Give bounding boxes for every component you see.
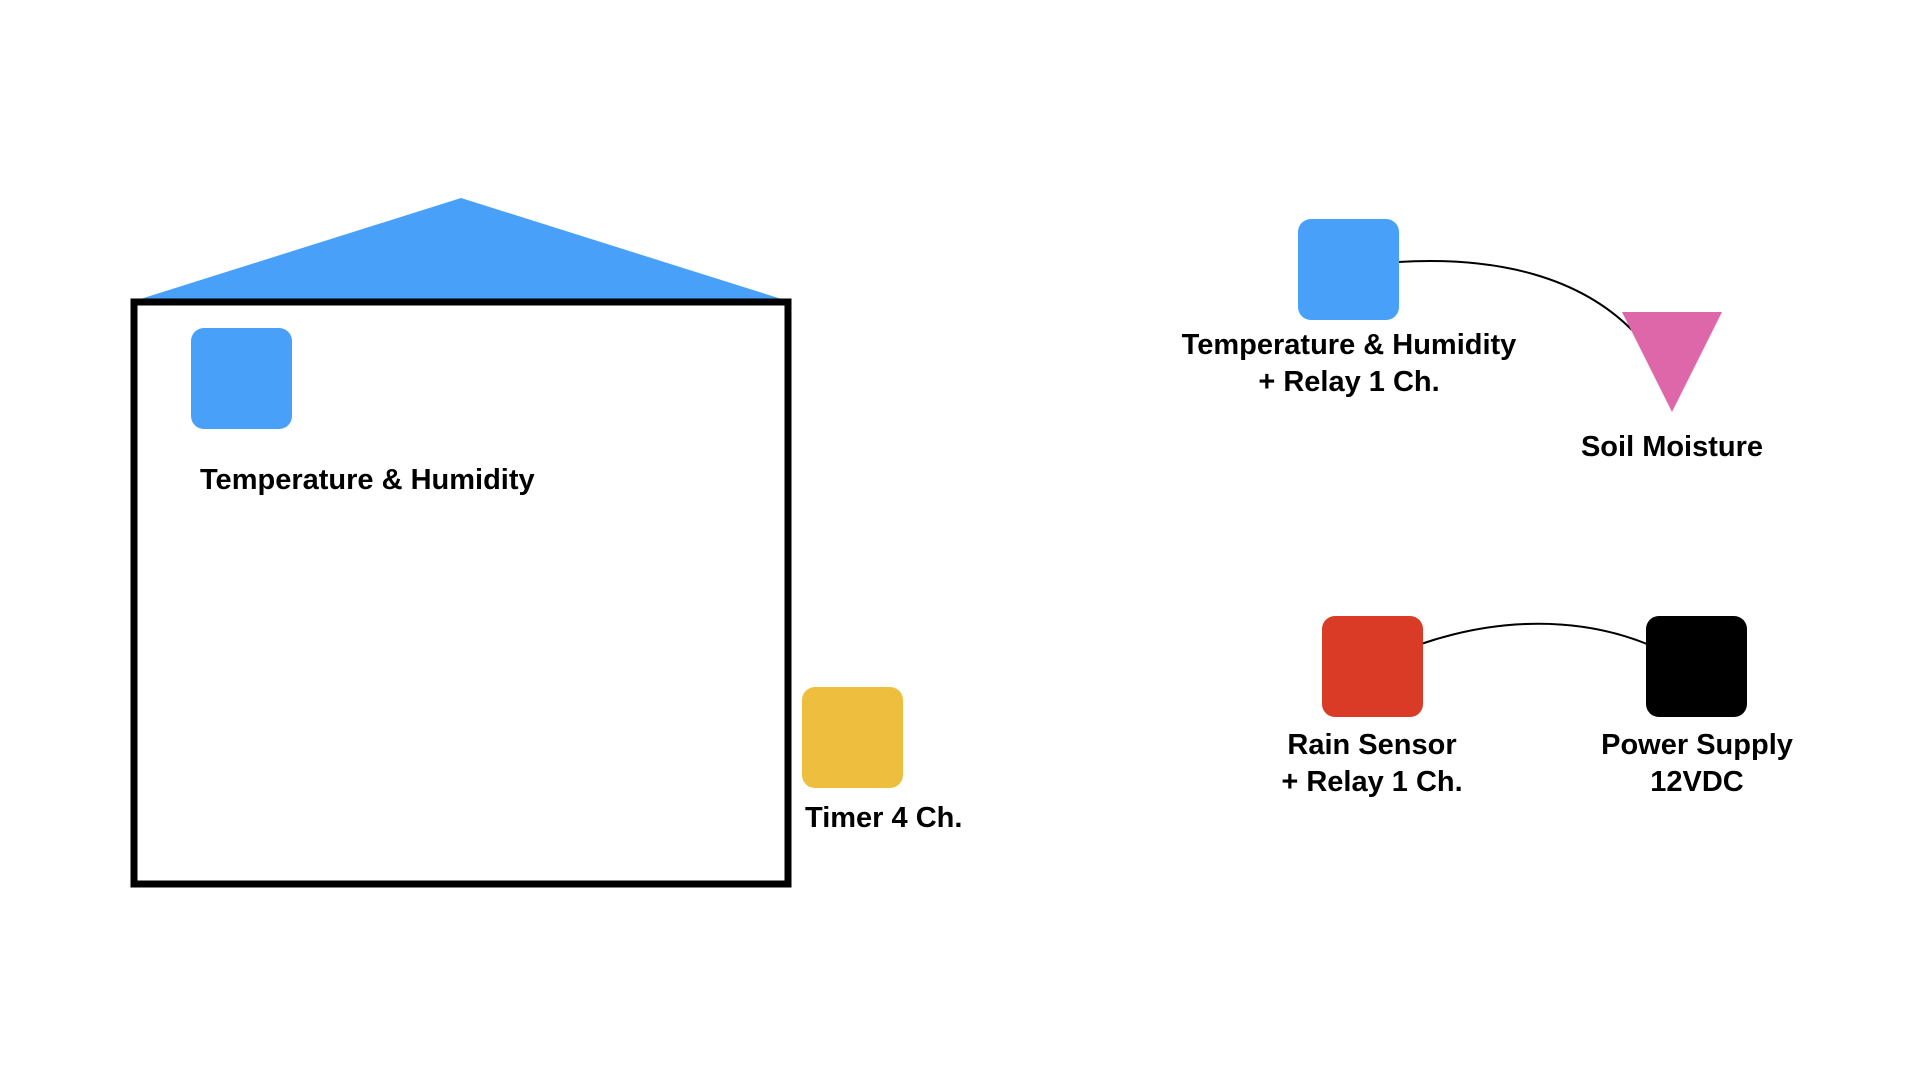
outdoor-temp-humidity-relay-icon [1298, 219, 1399, 320]
timer-label: Timer 4 Ch. [805, 802, 963, 834]
rain-sensor-label: Rain Sensor + Relay 1 Ch. [1281, 727, 1462, 801]
rain-sensor-relay-icon [1322, 616, 1423, 717]
connector-temp-soil [1397, 260, 1633, 331]
power-supply-label-line1: Power Supply [1601, 729, 1793, 761]
indoor-temp-humidity-sensor-icon [191, 328, 292, 429]
power-supply-icon [1646, 616, 1747, 717]
power-supply-label: Power Supply 12VDC [1601, 727, 1793, 801]
indoor-sensor-label: Temperature & Humidity [200, 464, 535, 496]
power-supply-label-line2: 12VDC [1650, 766, 1744, 798]
soil-moisture-sensor-icon [1622, 312, 1722, 412]
rain-sensor-label-line2: + Relay 1 Ch. [1281, 766, 1463, 798]
timer-icon [802, 687, 903, 788]
connector-rain-power [1420, 622, 1648, 645]
outdoor-temp-relay-label-line2: + Relay 1 Ch. [1258, 366, 1440, 398]
outdoor-temp-relay-label-line1: Temperature & Humidity [1181, 329, 1517, 361]
outdoor-temp-relay-label: Temperature & Humidity + Relay 1 Ch. [1182, 327, 1517, 401]
greenhouse-outline [130, 298, 792, 888]
rain-sensor-label-line1: Rain Sensor [1287, 729, 1457, 761]
soil-moisture-label: Soil Moisture [1580, 431, 1764, 463]
greenhouse-roof [131, 198, 791, 302]
